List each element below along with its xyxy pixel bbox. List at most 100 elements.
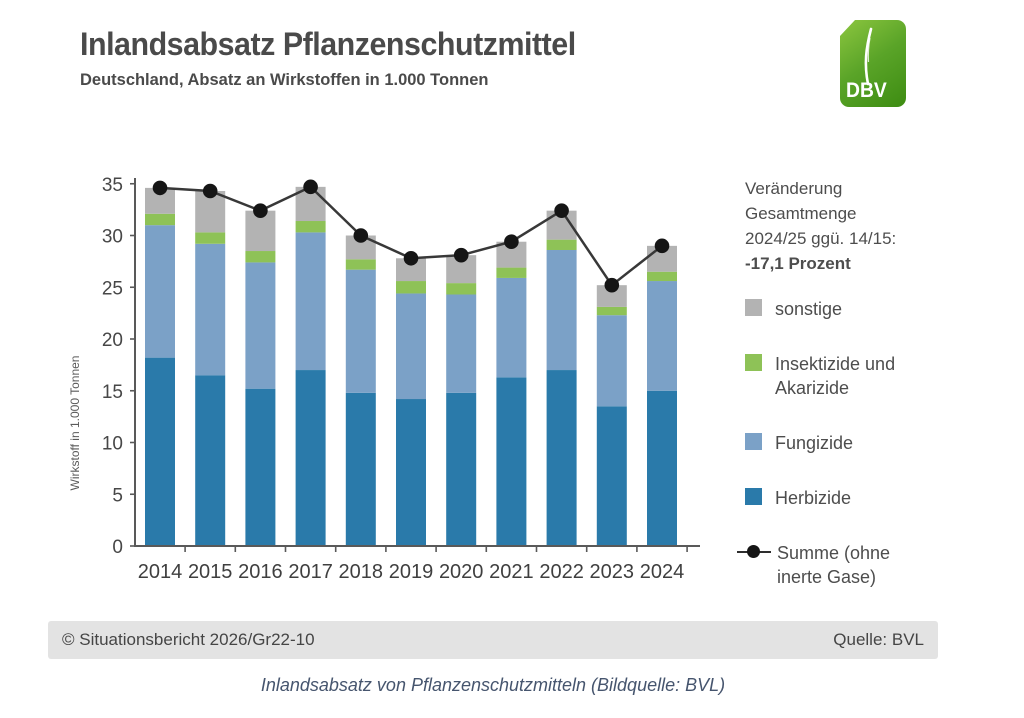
bar-segment-fungizide-2020 (446, 294, 477, 393)
sum-dot-2014 (152, 180, 168, 196)
sum-dot-2018 (353, 228, 369, 243)
x-tick-2015: 2015 (188, 561, 233, 583)
footer-bar: © Situationsbericht 2026/Gr22-10 Quelle:… (48, 621, 938, 659)
bar-segment-insektizide-2021 (496, 267, 527, 278)
bar-segment-herbizide-2018 (345, 392, 376, 546)
legend-label-sonstige: sonstige (775, 299, 843, 319)
x-axis-labels: 2014 2015 2016 2017 2018 2019 2020 2021 2022 2023… (138, 561, 685, 583)
annotation-line: 2024/25 ggü. 14/15: (745, 229, 897, 248)
footer-source: Quelle: BVL (833, 630, 924, 649)
bar-segment-herbizide-2020 (446, 392, 477, 546)
wheat-stalk-icon (864, 27, 873, 86)
image-caption: Inlandsabsatz von Pflanzenschutzmitteln … (260, 675, 726, 695)
sum-dot-2022 (554, 203, 569, 218)
annotation-line: Gesamtmenge (745, 204, 857, 223)
sum-dot-2023 (604, 277, 620, 293)
annotation-line: Veränderung (745, 179, 843, 198)
x-tick-2014: 2014 (138, 561, 183, 583)
bars-group (145, 186, 677, 546)
y-tick-30: 30 (102, 227, 123, 248)
y-tick-5: 5 (112, 485, 123, 506)
footer-copyright: © Situationsbericht 2026/Gr22-10 (62, 630, 315, 649)
bar-segment-herbizide-2014 (145, 357, 175, 546)
right-panel: Veränderung Gesamtmenge 2024/25 ggü. 14/… (737, 176, 1015, 620)
bar-segment-insektizide-2015 (195, 232, 226, 244)
x-tick-2016: 2016 (238, 561, 283, 583)
x-tick-2017: 2017 (288, 561, 333, 583)
bar-segment-herbizide-2021 (496, 377, 527, 546)
bar-segment-fungizide-2015 (195, 243, 226, 376)
swatch-icon-insektizide (745, 354, 762, 371)
swatch-icon-herbizide (745, 488, 762, 505)
sum-line-group (152, 179, 670, 293)
logo-corner-cut (840, 20, 855, 36)
bar-segment-insektizide-2023 (596, 306, 627, 316)
bar-segment-insektizide-2016 (245, 251, 276, 263)
bar-segment-herbizide-2016 (245, 388, 276, 546)
pesticide-sales-chart: 2014 2015 2016 2017 2018 2019 2020 2021 2022 2023… (68, 175, 700, 583)
bar-segment-fungizide-2019 (396, 293, 426, 400)
logo-text: DBV (846, 79, 887, 102)
bar-segment-insektizide-2018 (345, 259, 376, 270)
annotation-value: -17,1 Prozent (745, 254, 851, 273)
bar-segment-insektizide-2022 (546, 239, 577, 250)
bar-segment-herbizide-2017 (295, 370, 326, 546)
bar-segment-insektizide-2019 (396, 281, 426, 294)
x-tick-2021: 2021 (489, 561, 534, 583)
bar-segment-herbizide-2022 (546, 370, 577, 546)
bar-segment-sonstige-2023 (596, 285, 627, 307)
bar-segment-sonstige-2019 (396, 258, 426, 282)
dbv-logo: DBV (840, 20, 906, 107)
y-tick-10: 10 (102, 434, 123, 455)
y-tick-25: 25 (102, 278, 123, 299)
y-tick-15: 15 (102, 382, 123, 403)
y-tick-20: 20 (102, 330, 123, 351)
sum-dot-2021 (504, 234, 519, 250)
sum-dot-2017 (303, 179, 318, 195)
x-tick-2018: 2018 (339, 561, 384, 583)
page-title: Inlandsabsatz Pflanzenschutzmittel (80, 26, 576, 62)
y-tick-35: 35 (102, 175, 123, 196)
sum-dot-2016 (253, 203, 268, 218)
bar-segment-herbizide-2023 (596, 406, 627, 546)
bar-segment-insektizide-2017 (295, 221, 326, 233)
legend-item-fungizide: Fungizide (745, 431, 1015, 455)
y-tick-0: 0 (112, 537, 123, 558)
bar-segment-herbizide-2024 (647, 390, 677, 546)
y-axis-title: Wirkstoff in 1.000 Tonnen (68, 356, 82, 491)
bar-segment-sonstige-2018 (345, 235, 376, 260)
axes-group (130, 178, 700, 552)
sum-dot-2024 (654, 238, 670, 254)
bar-segment-insektizide-2020 (446, 283, 477, 295)
y-axis-labels: 0 5 10 15 20 25 30 35 (102, 175, 123, 558)
legend-item-summe: Summe (ohne inerte Gase) (737, 541, 1015, 589)
bar-segment-fungizide-2023 (596, 315, 627, 407)
chart-legend: sonstige Insektizide und Akarizide Fungizi… (737, 297, 1015, 589)
bar-segment-fungizide-2017 (295, 232, 326, 371)
swatch-icon-sonstige (745, 299, 762, 316)
page-subtitle: Deutschland, Absatz an Wirkstoffen in 1.… (80, 70, 489, 89)
sum-dot-2015 (202, 183, 218, 199)
bar-segment-fungizide-2016 (245, 262, 276, 389)
legend-item-insektizide: Insektizide und Akarizide (745, 352, 1015, 400)
bar-segment-fungizide-2014 (145, 225, 175, 358)
bar-segment-herbizide-2015 (195, 375, 226, 546)
bar-segment-fungizide-2021 (496, 277, 527, 378)
sum-dot-2020 (453, 247, 469, 263)
x-tick-2020: 2020 (439, 561, 484, 583)
annotation: Veränderung Gesamtmenge 2024/25 ggü. 14/… (745, 176, 1015, 276)
x-tick-2019: 2019 (389, 561, 434, 583)
bar-segment-fungizide-2018 (345, 269, 376, 393)
bar-segment-insektizide-2024 (647, 271, 677, 282)
legend-label-insektizide: Insektizide und Akarizide (775, 354, 896, 398)
bar-segment-herbizide-2019 (396, 399, 426, 546)
x-tick-2024: 2024 (640, 561, 685, 583)
legend-label-summe: Summe (ohne inerte Gase) (777, 543, 891, 587)
x-tick-2022: 2022 (539, 561, 584, 583)
swatch-icon-fungizide (745, 433, 762, 450)
bar-segment-fungizide-2022 (546, 249, 577, 371)
legend-label-fungizide: Fungizide (775, 433, 854, 453)
x-tick-2023: 2023 (590, 561, 635, 583)
bar-segment-insektizide-2014 (145, 213, 175, 226)
